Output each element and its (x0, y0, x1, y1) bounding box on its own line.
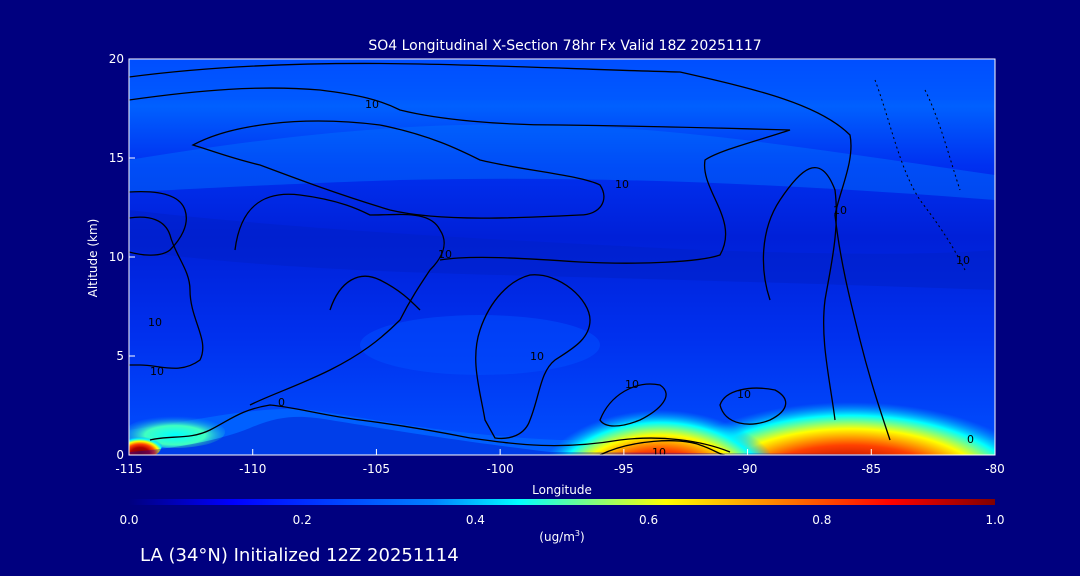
colorbar-units-prefix: (ug/m (539, 530, 575, 544)
contour-label: 10 (956, 254, 970, 267)
contour-mid-west (234, 193, 445, 406)
contour-label: 10 (150, 365, 164, 378)
colorbar-units-superscript: 3 (575, 529, 580, 538)
contour-label: 0 (278, 396, 285, 409)
colorbar-tick-label: 0.8 (812, 513, 831, 527)
chart-title: SO4 Longitudinal X-Section 78hr Fx Valid… (368, 38, 761, 54)
y-axis: 0 5 10 15 20 (109, 52, 135, 462)
colorbar-tick-label: 0.0 (119, 513, 138, 527)
x-tick-label: -85 (861, 462, 881, 476)
contour-central-tower (599, 383, 667, 427)
upper-band (129, 60, 995, 100)
colorbar-units-suffix: ) (580, 530, 585, 544)
contour-label: 10 (438, 248, 452, 261)
mid-layer-band (129, 210, 995, 290)
contour-surface-east (599, 440, 726, 455)
stratosphere-band (129, 124, 995, 200)
y-tick-label: 10 (109, 250, 124, 264)
colorbar-ticks: 0.0 0.2 0.4 0.6 0.8 1.0 (119, 513, 1004, 527)
contour-east-loop (719, 387, 787, 425)
x-axis-label: Longitude (532, 483, 592, 497)
plot-area: 10 10 10 10 10 10 10 10 10 10 10 0 0 (129, 59, 995, 459)
dotted-contour-far-east (924, 89, 961, 191)
colorbar-tick-label: 0.4 (466, 513, 485, 527)
contour-labels: 10 10 10 10 10 10 10 10 10 10 10 0 0 (148, 98, 974, 459)
dotted-contour-east (874, 79, 966, 271)
contour-label: 10 (833, 204, 847, 217)
y-tick-label: 5 (116, 349, 124, 363)
contour-east-tower (762, 167, 838, 421)
y-tick-label: 20 (109, 52, 124, 66)
colorbar-units: (ug/m3) (539, 529, 584, 544)
x-tick-label: -90 (738, 462, 758, 476)
y-tick-label: 15 (109, 151, 124, 165)
contour-lines (129, 62, 891, 455)
contour-west-inner (129, 190, 187, 256)
contour-west-lobe (129, 216, 204, 369)
colorbar-tick-label: 0.6 (639, 513, 658, 527)
contour-label: 10 (652, 446, 666, 459)
contour-surface (149, 404, 731, 453)
colorbar (129, 499, 995, 505)
x-tick-label: -115 (115, 462, 142, 476)
contour-cap-loop (191, 120, 605, 219)
contour-label: 10 (737, 388, 751, 401)
mid-lobe (360, 315, 600, 375)
contour-top (129, 62, 891, 441)
footer-run-info: LA (34°N) Initialized 12Z 20251114 (140, 545, 459, 566)
x-tick-label: -100 (487, 462, 514, 476)
colorbar-tick-label: 0.2 (293, 513, 312, 527)
x-axis: -115 -110 -105 -100 -95 -90 -85 -80 (115, 449, 1005, 476)
contour-label: 10 (625, 378, 639, 391)
x-tick-label: -95 (614, 462, 634, 476)
y-axis-label: Altitude (km) (86, 219, 100, 298)
x-tick-label: -80 (985, 462, 1005, 476)
contour-mid-loop (329, 275, 421, 311)
contour-label: 10 (615, 178, 629, 191)
x-tick-label: -105 (363, 462, 390, 476)
contour-center-loop (475, 274, 591, 440)
contour-label: 10 (148, 316, 162, 329)
terrain-mask (129, 416, 995, 455)
hotspot-central (550, 380, 770, 455)
contour-upper (129, 87, 791, 264)
colorbar-tick-label: 1.0 (985, 513, 1004, 527)
contour-label: 10 (530, 350, 544, 363)
dotted-contours (874, 79, 966, 271)
contour-label: 0 (967, 433, 974, 446)
contour-label: 10 (365, 98, 379, 111)
x-tick-label: -110 (239, 462, 266, 476)
hotspot-far-west (129, 431, 162, 455)
y-tick-label: 0 (116, 448, 124, 462)
